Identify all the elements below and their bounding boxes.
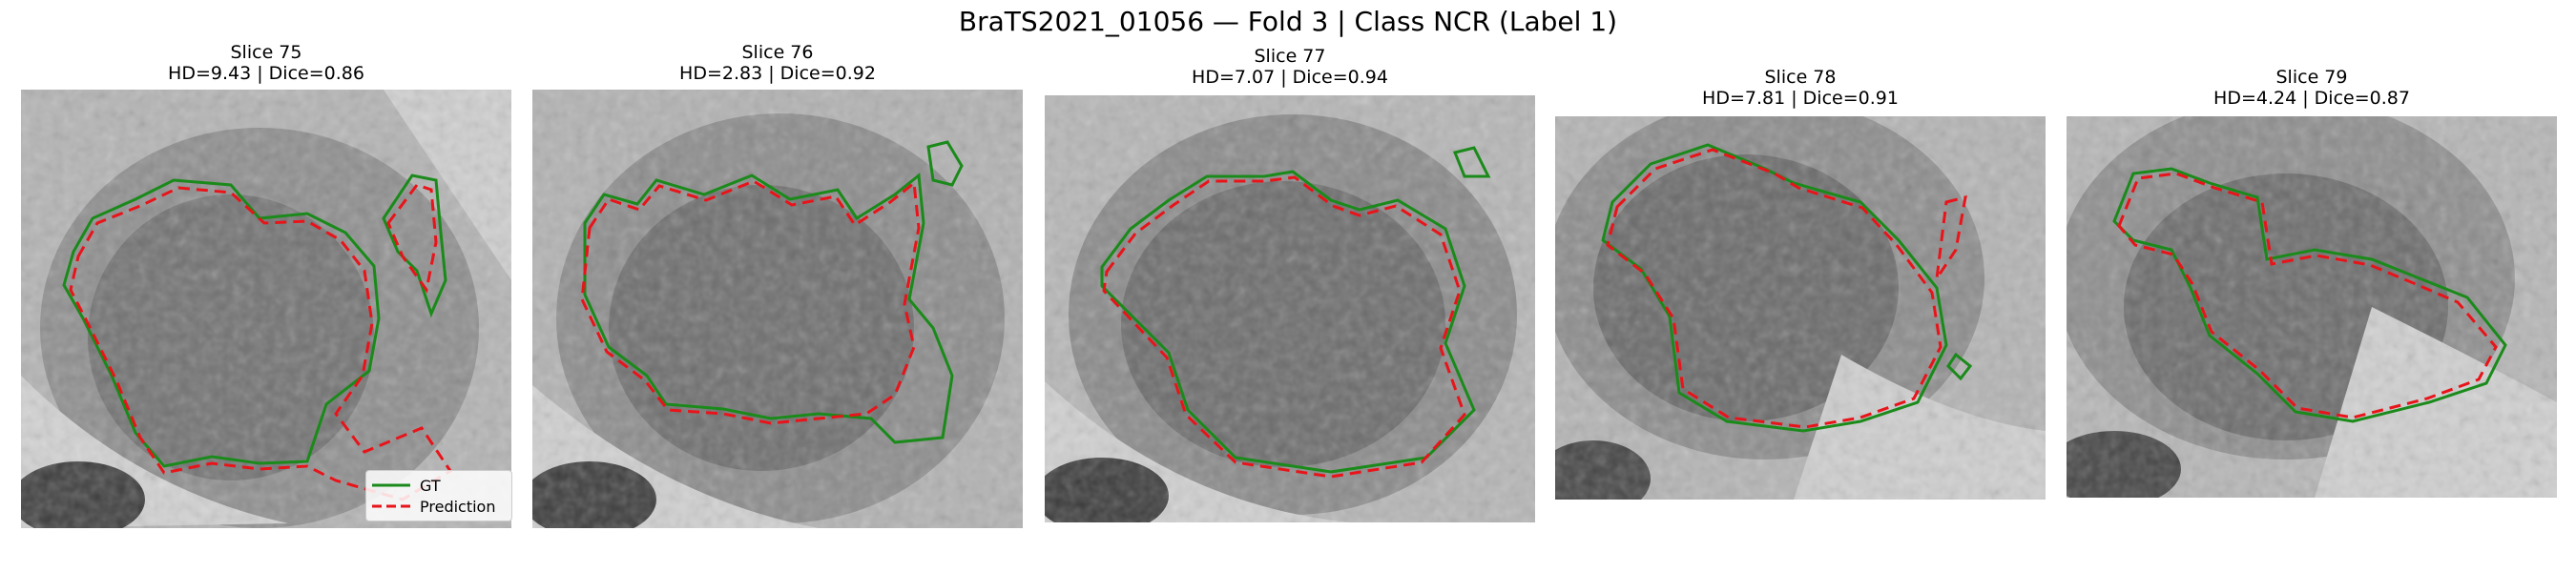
mri-slice-image: [532, 90, 1023, 528]
slice-label: Slice 75: [230, 42, 302, 63]
legend-item-prediction: Prediction: [372, 497, 495, 516]
mri-slice-image: [21, 90, 511, 528]
metrics-label: HD=9.43 | Dice=0.86: [168, 63, 364, 84]
slice-label: Slice 79: [2275, 67, 2348, 88]
gt-contour: [1946, 352, 1973, 381]
prediction-line-icon: [372, 504, 410, 508]
figure-title: BraTS2021_01056 — Fold 3 | Class NCR (La…: [958, 6, 1618, 37]
gt-contour: [1100, 170, 1476, 474]
gt-contour: [1452, 146, 1491, 178]
legend: GT Prediction: [365, 470, 512, 521]
prediction-contour: [1606, 148, 1942, 429]
mri-slice-image: [1555, 116, 2046, 500]
mri-slice-image: [2067, 116, 2557, 498]
prediction-contour: [386, 183, 438, 294]
prediction-contour: [1935, 194, 1967, 279]
prediction-contour: [2117, 172, 2498, 419]
prediction-contour: [580, 179, 921, 425]
panel-title: Slice 76 HD=2.83 | Dice=0.92: [532, 42, 1023, 84]
panel-title: Slice 77 HD=7.07 | Dice=0.94: [1045, 46, 1535, 88]
legend-item-gt: GT: [372, 476, 441, 495]
gt-contour: [62, 178, 381, 468]
mri-slice-image: [1045, 95, 1535, 522]
gt-contour: [926, 140, 964, 187]
gt-contour: [2112, 167, 2507, 423]
metrics-label: HD=4.24 | Dice=0.87: [2213, 88, 2410, 109]
gt-contour: [583, 173, 954, 444]
prediction-contour: [1102, 175, 1466, 479]
panel-title: Slice 78 HD=7.81 | Dice=0.91: [1555, 67, 2046, 109]
slice-label: Slice 77: [1254, 46, 1326, 67]
gt-line-icon: [372, 483, 410, 487]
slice-label: Slice 78: [1764, 67, 1837, 88]
metrics-label: HD=7.81 | Dice=0.91: [1702, 88, 1899, 109]
slice-label: Slice 76: [741, 42, 814, 63]
gt-contour: [1601, 143, 1948, 433]
legend-label-gt: GT: [420, 476, 441, 495]
metrics-label: HD=7.07 | Dice=0.94: [1192, 67, 1388, 88]
legend-label-prediction: Prediction: [420, 497, 496, 516]
panel-title: Slice 75 HD=9.43 | Dice=0.86: [21, 42, 511, 84]
panel-title: Slice 79 HD=4.24 | Dice=0.87: [2067, 67, 2557, 109]
prediction-contour: [69, 186, 453, 501]
metrics-label: HD=2.83 | Dice=0.92: [679, 63, 876, 84]
